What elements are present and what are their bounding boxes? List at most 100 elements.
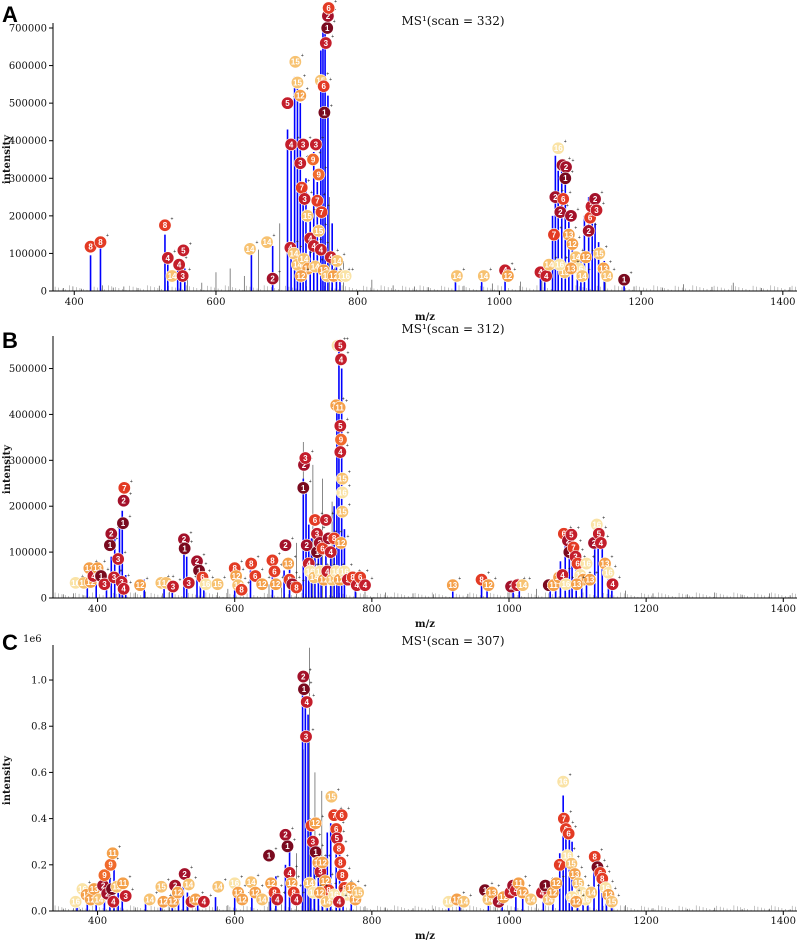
svg-text:6: 6	[566, 830, 571, 839]
svg-text:+: +	[581, 548, 584, 554]
svg-text:+: +	[316, 562, 319, 568]
svg-text:4: 4	[338, 448, 343, 457]
charge-badge: 2+	[177, 530, 192, 546]
svg-text:8: 8	[479, 576, 484, 585]
svg-text:+: +	[223, 575, 226, 581]
svg-text:8: 8	[326, 886, 331, 895]
svg-text:+: +	[321, 258, 324, 264]
svg-text:16: 16	[559, 778, 568, 787]
x-tick-label: 1400	[770, 297, 795, 308]
svg-text:7: 7	[315, 197, 320, 206]
svg-text:16: 16	[581, 895, 590, 904]
svg-text:8: 8	[270, 556, 275, 565]
svg-text:4: 4	[329, 253, 334, 262]
svg-text:8: 8	[291, 888, 296, 897]
svg-text:+: +	[128, 874, 131, 880]
svg-text:+: +	[346, 443, 349, 449]
svg-text:+: +	[613, 267, 616, 273]
svg-text:+: +	[342, 396, 345, 402]
svg-text:+: +	[179, 578, 182, 584]
svg-text:6: 6	[562, 530, 567, 539]
charge-badge: 4+	[314, 241, 329, 257]
svg-text:8: 8	[98, 238, 103, 247]
svg-text:+: +	[203, 552, 206, 558]
svg-text:+: +	[347, 806, 350, 812]
svg-text:+: +	[297, 135, 300, 141]
svg-text:+: +	[513, 267, 516, 273]
svg-text:12: 12	[173, 888, 182, 897]
x-tick-label: 400	[88, 604, 107, 615]
svg-text:13: 13	[570, 870, 579, 879]
svg-text:+: +	[331, 872, 334, 878]
svg-text:3: 3	[171, 582, 176, 591]
svg-text:+: +	[555, 256, 558, 262]
svg-text:4: 4	[540, 888, 545, 897]
svg-text:16: 16	[230, 879, 239, 888]
charge-badge: 16+	[335, 483, 351, 499]
svg-text:1: 1	[197, 566, 202, 575]
svg-text:4: 4	[304, 698, 309, 707]
charge-badge: 8+	[335, 866, 351, 882]
charge-badge: 12+	[569, 893, 585, 909]
charge-badge: 4+	[270, 890, 286, 906]
charge-badge: 12+	[294, 267, 310, 283]
panel-c: C MS¹(scan = 307) 0.0 0.2 0.4 0.6 0.8 1.0 400 600…	[2, 630, 797, 941]
charge-badge: 14+	[330, 252, 346, 268]
charge-badge: 5+	[333, 337, 349, 353]
charge-badge: 12+	[269, 575, 284, 591]
charge-badge: 7+	[547, 226, 562, 242]
svg-text:+: +	[618, 575, 621, 581]
y-tick-label: 0.8	[31, 722, 47, 733]
svg-text:+: +	[491, 881, 494, 887]
svg-text:16: 16	[78, 885, 87, 894]
svg-text:4: 4	[337, 898, 342, 907]
svg-text:+: +	[107, 567, 110, 573]
svg-text:8: 8	[340, 871, 345, 880]
charge-badge: 12+	[133, 576, 149, 592]
charge-badge: 3+	[589, 201, 605, 217]
svg-text:9: 9	[311, 155, 316, 164]
charge-badge: 14+	[457, 893, 472, 909]
svg-text:+: +	[309, 135, 312, 141]
svg-text:+: +	[566, 203, 569, 209]
charge-badge: 4+	[197, 893, 212, 909]
y-tick-label: 0	[41, 287, 47, 298]
charge-badge: 8+	[289, 578, 305, 594]
y-tick-label: 300000	[9, 456, 47, 467]
svg-text:+: +	[577, 526, 580, 532]
charge-badge: 15+	[335, 470, 351, 486]
svg-text:15: 15	[338, 508, 347, 517]
charge-badge: 9+	[312, 166, 327, 182]
charge-badge: 2+	[278, 826, 294, 842]
svg-text:1: 1	[302, 685, 307, 694]
svg-text:+: +	[571, 820, 574, 826]
y-scale-note: 1e6	[23, 634, 42, 645]
svg-text:+: +	[194, 875, 197, 881]
svg-text:+: +	[257, 873, 260, 879]
svg-text:2: 2	[182, 535, 187, 544]
svg-text:15: 15	[157, 883, 166, 892]
svg-text:+: +	[595, 571, 598, 577]
svg-text:12: 12	[287, 879, 296, 888]
svg-text:5: 5	[569, 531, 574, 540]
svg-text:4: 4	[294, 895, 299, 904]
svg-text:12: 12	[503, 272, 512, 281]
svg-text:+: +	[103, 559, 106, 565]
charge-badge: 13+	[583, 571, 598, 587]
charge-badge: 12+	[309, 814, 324, 830]
svg-text:13: 13	[601, 559, 610, 568]
svg-text:+: +	[324, 853, 327, 859]
svg-text:+: +	[348, 866, 351, 872]
x-tick-label: 1400	[771, 604, 796, 615]
svg-text:+: +	[333, 19, 336, 25]
charge-badge: 6+	[562, 825, 577, 841]
charge-badge: 1+	[317, 104, 333, 120]
x-axis-label: m/z	[415, 312, 435, 323]
svg-text:+: +	[561, 188, 564, 194]
svg-text:12: 12	[318, 858, 327, 867]
svg-text:12: 12	[552, 879, 561, 888]
svg-text:+: +	[462, 890, 465, 896]
svg-text:12: 12	[304, 264, 313, 273]
svg-text:+: +	[242, 567, 245, 573]
svg-text:+: +	[106, 233, 109, 239]
